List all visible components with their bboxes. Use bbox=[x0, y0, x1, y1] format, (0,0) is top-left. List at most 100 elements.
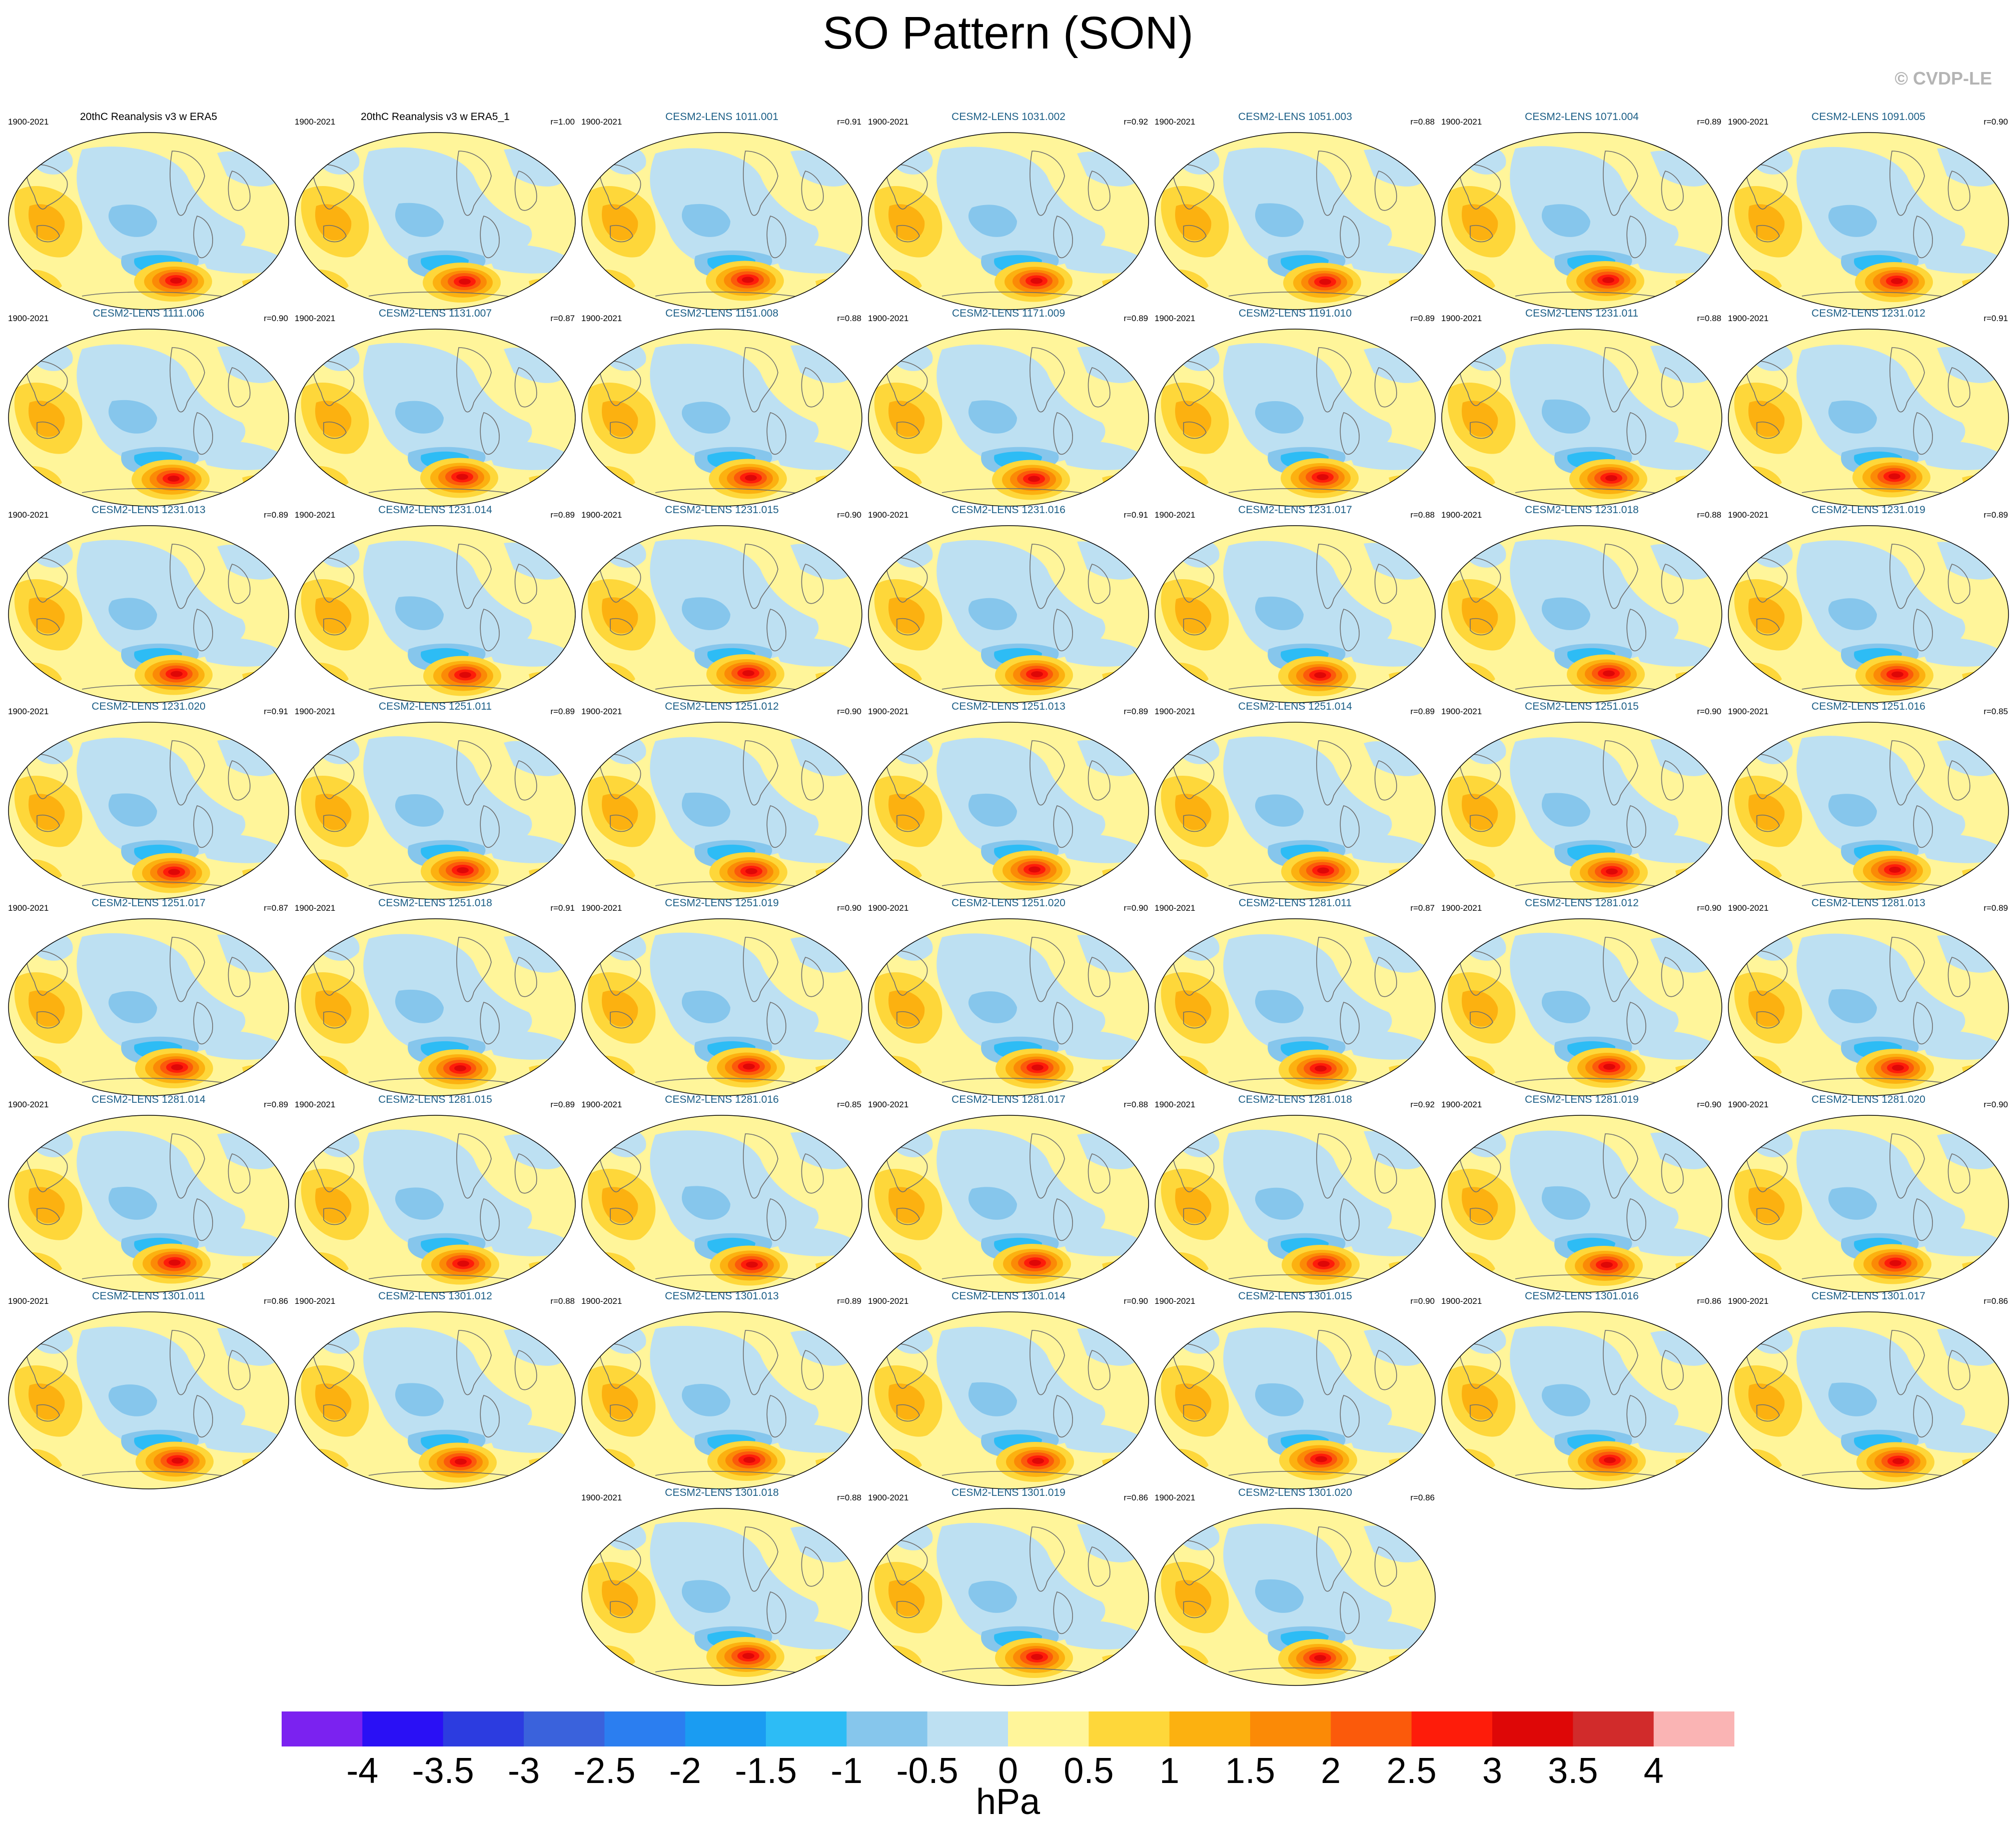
map-panel: CESM2-LENS 1231.018 1900-2021 r=0.88 bbox=[1440, 504, 1723, 705]
so-pattern-map bbox=[8, 1115, 289, 1293]
colorbar-units: hPa bbox=[975, 1782, 1041, 1822]
panel-period: 1900-2021 bbox=[1441, 117, 1482, 127]
pattern-correlation: r=0.89 bbox=[550, 510, 575, 520]
so-pattern-map bbox=[1728, 329, 2009, 507]
colorbar-swatch bbox=[362, 1711, 444, 1746]
panel-title: CESM2-LENS 1231.015 bbox=[665, 504, 779, 516]
pattern-correlation: r=0.88 bbox=[1124, 1100, 1148, 1109]
panel-period: 1900-2021 bbox=[1441, 707, 1482, 716]
colorbar-tick-label: -2 bbox=[669, 1751, 701, 1791]
panel-title: CESM2-LENS 1301.015 bbox=[1238, 1290, 1352, 1302]
panel-title: CESM2-LENS 1281.019 bbox=[1525, 1094, 1639, 1105]
panel-title: CESM2-LENS 1231.018 bbox=[1525, 504, 1639, 516]
panel-period: 1900-2021 bbox=[868, 117, 909, 127]
colorbar-tick-label: 2.5 bbox=[1386, 1751, 1437, 1791]
panel-title: CESM2-LENS 1281.016 bbox=[665, 1094, 779, 1105]
colorbar-tick-label: -4 bbox=[346, 1751, 379, 1791]
panel-title: CESM2-LENS 1191.010 bbox=[1238, 308, 1352, 319]
panel-title: CESM2-LENS 1301.013 bbox=[665, 1290, 779, 1302]
panel-period: 1900-2021 bbox=[1441, 1100, 1482, 1109]
pattern-correlation: r=0.90 bbox=[1697, 707, 1721, 716]
map-panel: CESM2-LENS 1281.014 1900-2021 r=0.89 bbox=[7, 1094, 290, 1295]
pattern-correlation: r=0.90 bbox=[1697, 903, 1721, 913]
so-pattern-map bbox=[1441, 1311, 1722, 1489]
panel-period: 1900-2021 bbox=[1728, 1296, 1769, 1306]
so-pattern-map bbox=[868, 525, 1149, 703]
pattern-correlation: r=0.90 bbox=[837, 707, 861, 716]
panel-title: CESM2-LENS 1251.018 bbox=[378, 897, 492, 909]
panel-title: CESM2-LENS 1231.013 bbox=[92, 504, 206, 516]
pattern-correlation: r=0.86 bbox=[1697, 1296, 1721, 1306]
so-pattern-map bbox=[868, 1311, 1149, 1489]
panel-period: 1900-2021 bbox=[581, 1296, 622, 1306]
so-pattern-map bbox=[581, 722, 862, 900]
panel-title: CESM2-LENS 1231.011 bbox=[1525, 308, 1639, 319]
so-pattern-map bbox=[868, 722, 1149, 900]
so-pattern-map bbox=[1728, 722, 2009, 900]
so-pattern-map bbox=[295, 329, 576, 507]
pattern-correlation: r=0.92 bbox=[1410, 1100, 1435, 1109]
pattern-correlation: r=0.91 bbox=[1124, 510, 1148, 520]
panel-title: CESM2-LENS 1171.009 bbox=[951, 308, 1066, 319]
map-panel: CESM2-LENS 1131.007 1900-2021 r=0.87 bbox=[294, 308, 577, 509]
colorbar-swatch bbox=[604, 1711, 686, 1746]
panel-period: 1900-2021 bbox=[868, 707, 909, 716]
panel-title: CESM2-LENS 1301.012 bbox=[378, 1290, 492, 1302]
panel-period: 1900-2021 bbox=[1441, 314, 1482, 323]
panel-title: CESM2-LENS 1151.008 bbox=[665, 308, 779, 319]
panel-period: 1900-2021 bbox=[581, 314, 622, 323]
panel-period: 1900-2021 bbox=[1441, 903, 1482, 913]
map-panel: CESM2-LENS 1051.003 1900-2021 r=0.88 bbox=[1154, 111, 1437, 312]
so-pattern-map bbox=[581, 918, 862, 1096]
so-pattern-map bbox=[1155, 1311, 1436, 1489]
map-panel: CESM2-LENS 1301.020 1900-2021 r=0.86 bbox=[1154, 1487, 1437, 1688]
panel-period: 1900-2021 bbox=[295, 510, 336, 520]
so-pattern-map bbox=[1155, 525, 1436, 703]
colorbar-swatch bbox=[443, 1711, 524, 1746]
so-pattern-map bbox=[295, 918, 576, 1096]
so-pattern-map bbox=[868, 329, 1149, 507]
colorbar-tick-label: -2.5 bbox=[573, 1751, 636, 1791]
panel-title: 20thC Reanalysis v3 w ERA5_1 bbox=[361, 111, 510, 123]
panel-period: 1900-2021 bbox=[1155, 1100, 1196, 1109]
panel-period: 1900-2021 bbox=[581, 510, 622, 520]
pattern-correlation: r=0.92 bbox=[1124, 117, 1148, 127]
map-panel: CESM2-LENS 1251.011 1900-2021 r=0.89 bbox=[294, 701, 577, 902]
so-pattern-map bbox=[295, 722, 576, 900]
pattern-correlation: r=0.89 bbox=[264, 1100, 288, 1109]
colorbar-tick-label: 1.5 bbox=[1225, 1751, 1276, 1791]
map-panel: CESM2-LENS 1171.009 1900-2021 r=0.89 bbox=[867, 308, 1150, 509]
colorbar-tick-label: 1 bbox=[1159, 1751, 1180, 1791]
panel-period: 1900-2021 bbox=[1728, 903, 1769, 913]
pattern-correlation: r=0.90 bbox=[837, 510, 861, 520]
panel-period: 1900-2021 bbox=[8, 117, 49, 127]
map-panel: CESM2-LENS 1281.019 1900-2021 r=0.90 bbox=[1440, 1094, 1723, 1295]
panel-title: CESM2-LENS 1281.020 bbox=[1811, 1094, 1925, 1105]
map-panel: CESM2-LENS 1301.016 1900-2021 r=0.86 bbox=[1440, 1290, 1723, 1491]
panel-period: 1900-2021 bbox=[8, 903, 49, 913]
map-panel: CESM2-LENS 1251.013 1900-2021 r=0.89 bbox=[867, 701, 1150, 902]
so-pattern-map bbox=[8, 525, 289, 703]
colorbar-tick-label: 0.5 bbox=[1064, 1751, 1114, 1791]
panel-title: CESM2-LENS 1131.007 bbox=[378, 308, 492, 319]
panel-period: 1900-2021 bbox=[295, 1100, 336, 1109]
map-panel: CESM2-LENS 1301.019 1900-2021 r=0.86 bbox=[867, 1487, 1150, 1688]
pattern-correlation: r=0.90 bbox=[1983, 1100, 2008, 1109]
so-pattern-map bbox=[1155, 722, 1436, 900]
colorbar-tick-label: 2 bbox=[1321, 1751, 1341, 1791]
pattern-correlation: r=0.90 bbox=[1124, 1296, 1148, 1306]
panel-title: CESM2-LENS 1281.012 bbox=[1525, 897, 1639, 909]
map-panel: CESM2-LENS 1281.012 1900-2021 r=0.90 bbox=[1440, 897, 1723, 1098]
pattern-correlation: r=0.89 bbox=[837, 1296, 861, 1306]
panel-title: CESM2-LENS 1111.006 bbox=[93, 308, 205, 319]
panel-title: CESM2-LENS 1251.017 bbox=[92, 897, 206, 909]
panel-period: 1900-2021 bbox=[1728, 314, 1769, 323]
so-pattern-map bbox=[581, 132, 862, 310]
pattern-correlation: r=0.89 bbox=[550, 707, 575, 716]
panel-period: 1900-2021 bbox=[868, 510, 909, 520]
so-pattern-map bbox=[295, 132, 576, 310]
panel-period: 1900-2021 bbox=[581, 1493, 622, 1502]
panel-title: CESM2-LENS 1281.015 bbox=[378, 1094, 492, 1105]
pattern-correlation: r=0.91 bbox=[264, 707, 288, 716]
map-panel: CESM2-LENS 1111.006 1900-2021 r=0.90 bbox=[7, 308, 290, 509]
